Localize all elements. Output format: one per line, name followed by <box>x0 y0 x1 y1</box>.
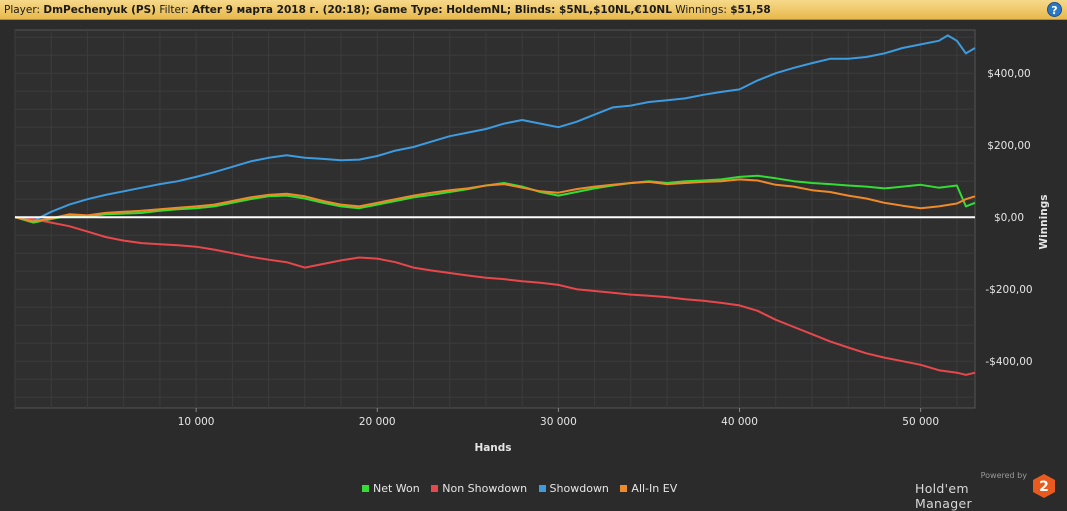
report-header: Player: DmPechenyuk (PS) Filter: After 9… <box>0 0 1067 20</box>
series-line-showdown <box>14 34 976 222</box>
x-tick-label: 30 000 <box>540 416 577 428</box>
series-line-all-in-ev <box>14 178 976 223</box>
x-tick-label: 40 000 <box>721 416 758 428</box>
legend-label: Showdown <box>549 482 609 495</box>
legend-item-net-won[interactable]: Net Won <box>362 482 420 496</box>
series-line-net-won <box>14 174 976 224</box>
plot-area <box>14 29 976 409</box>
winnings-graph: 10 000 20 000 30 000 40 000 50 000 $400,00 $20… <box>14 29 1050 454</box>
logo-text: 2 <box>1039 479 1049 495</box>
brand-badge: Powered by Hold'em Manager 2 <box>915 471 1055 511</box>
legend-swatch <box>538 484 546 492</box>
y-tick-label: $200,00 <box>987 140 1030 152</box>
legend-swatch <box>431 484 439 492</box>
y-tick-label: -$400,00 <box>985 356 1032 368</box>
legend-item-non-showdown[interactable]: Non Showdown <box>431 482 527 496</box>
winnings-value: $51,58 <box>730 4 771 16</box>
x-axis-title: Hands <box>474 442 511 454</box>
legend-label: Net Won <box>373 482 420 495</box>
legend-item-showdown[interactable]: Showdown <box>538 482 609 496</box>
filter-label: Filter: <box>159 4 189 16</box>
legend-swatch <box>620 484 628 492</box>
y-axis-title: Winnings <box>1038 195 1050 250</box>
y-tick-label: $400,00 <box>987 68 1030 80</box>
legend-swatch <box>362 484 369 492</box>
chart-legend: Net Won Non Showdown Showdown All-In EV <box>362 482 685 496</box>
y-tick-label: $0,00 <box>994 212 1024 224</box>
help-icon[interactable]: ? <box>1047 2 1062 17</box>
legend-item-all-in-ev[interactable]: All-In EV <box>620 482 677 496</box>
x-tick-label: 10 000 <box>178 416 215 428</box>
legend-label: Non Showdown <box>442 482 528 495</box>
x-tick-label: 20 000 <box>359 416 396 428</box>
legend-label: All-In EV <box>631 482 678 495</box>
powered-by-text: Powered by <box>980 471 1027 480</box>
series-line-non-showdown <box>14 216 976 376</box>
player-label: Player: <box>4 4 41 16</box>
filter-value: After 9 марта 2018 г. (20:18); Game Type… <box>192 4 672 16</box>
hem2-logo-icon: 2 <box>1033 474 1055 498</box>
x-tick-label: 50 000 <box>902 416 939 428</box>
y-tick-label: -$200,00 <box>985 284 1032 296</box>
winnings-label: Winnings: <box>675 4 727 16</box>
brand-name: Hold'em Manager <box>915 481 972 511</box>
player-value: DmPechenyuk (PS) <box>43 4 156 16</box>
